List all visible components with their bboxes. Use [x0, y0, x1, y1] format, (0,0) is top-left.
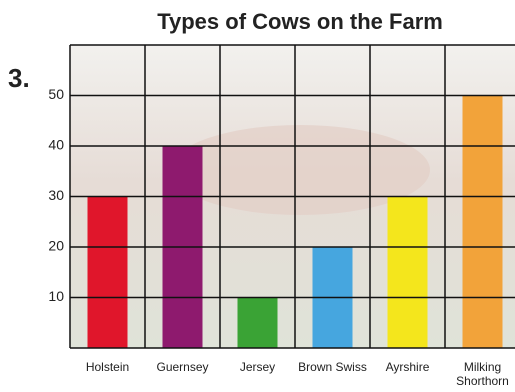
y-tick-label: 20	[48, 238, 64, 254]
chart-title: Types of Cows on the Farm	[157, 9, 443, 34]
y-tick-label: 30	[48, 187, 64, 203]
cow-photo-shade	[170, 125, 430, 215]
x-tick-label: Milking Shorthorn	[456, 360, 509, 388]
y-tick-label: 40	[48, 137, 64, 153]
bar	[387, 196, 428, 348]
bar	[237, 297, 278, 348]
bar	[462, 95, 503, 348]
x-tick-label: Ayrshire	[385, 360, 430, 374]
x-tick-label: Holstein	[85, 360, 130, 374]
bar	[87, 196, 128, 348]
question-number: 3.	[8, 63, 30, 93]
x-tick-label: Jersey	[239, 360, 276, 374]
x-tick-label: Brown Swiss	[298, 360, 367, 374]
y-tick-label: 10	[48, 288, 64, 304]
x-tick-label: Guernsey	[156, 360, 209, 374]
y-tick-label: 50	[48, 86, 64, 102]
